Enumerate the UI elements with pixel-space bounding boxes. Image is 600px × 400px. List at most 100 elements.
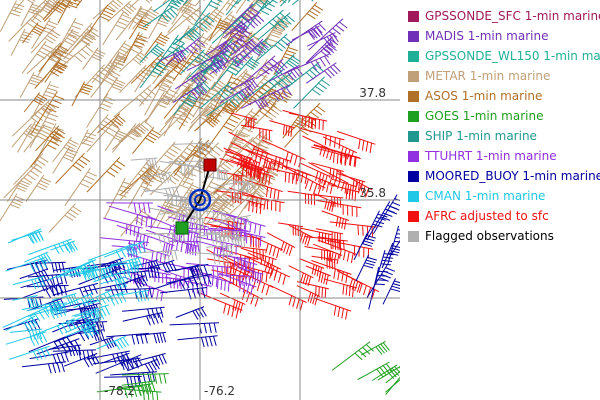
wind-barb — [189, 182, 230, 213]
wind-barb — [188, 208, 230, 224]
wind-barb — [96, 335, 130, 350]
wind-barb — [122, 306, 165, 319]
wind-barb — [311, 162, 344, 181]
wind-barb — [86, 261, 117, 274]
legend-item: AFRC adjusted to sfc — [408, 206, 598, 226]
wind-barb — [193, 230, 230, 244]
lon-label: -78.2 — [104, 384, 135, 398]
wind-barb — [128, 5, 150, 30]
legend-item: TTUHRT 1-min marine — [408, 146, 598, 166]
wind-barb — [230, 142, 275, 172]
wind-barb — [143, 5, 178, 28]
wind-barb — [109, 261, 140, 274]
wind-barb — [288, 265, 314, 287]
wind-barb — [296, 169, 337, 194]
wind-barb — [166, 36, 206, 66]
wind-barb — [9, 345, 51, 361]
wind-barb — [168, 160, 218, 172]
legend-item: MADIS 1-min marine — [408, 26, 598, 46]
wind-barb — [102, 11, 132, 46]
wind-barb — [119, 50, 149, 73]
wind-barb — [57, 0, 81, 24]
wind-barb — [49, 344, 82, 357]
legend-label: SHIP 1-min marine — [425, 129, 537, 143]
wind-barb — [194, 0, 223, 26]
wind-barb — [139, 171, 173, 185]
wind-barb — [31, 261, 66, 273]
legend-swatch — [408, 90, 419, 102]
wind-barb — [8, 9, 45, 42]
wind-barb — [269, 284, 307, 311]
wind-barb — [234, 56, 260, 76]
wind-barb — [241, 165, 274, 186]
wind-barb — [104, 375, 142, 387]
wind-barb — [245, 179, 283, 201]
wind-barb — [377, 365, 400, 381]
site-marker — [175, 221, 189, 235]
wind-barb — [313, 243, 342, 265]
wind-barb — [206, 245, 234, 257]
wind-barb — [5, 331, 48, 346]
wind-barb — [223, 115, 259, 157]
wind-barb — [205, 214, 251, 229]
wind-barb — [22, 22, 46, 44]
wind-barb — [172, 26, 202, 46]
wind-barb — [5, 256, 47, 272]
legend: GPSSONDE_SFC 1-min marine MADIS 1-min mar… — [408, 6, 600, 246]
legend-label: MADIS 1-min marine — [425, 29, 549, 43]
wind-barb — [123, 31, 148, 64]
wind-barb — [247, 0, 269, 18]
wind-barb — [299, 162, 331, 186]
legend-label: Flagged observations — [425, 229, 554, 243]
wind-barb — [287, 190, 318, 206]
wind-barb — [35, 125, 66, 152]
wind-barb — [36, 338, 81, 355]
wind-barb — [92, 357, 141, 371]
wind-barb — [86, 156, 126, 193]
wind-barb — [205, 40, 233, 56]
wind-barb — [355, 254, 378, 282]
wind-barb — [200, 293, 243, 319]
wind-barb — [218, 226, 266, 247]
wind-barb — [179, 32, 211, 69]
wind-barb — [190, 93, 225, 124]
wind-barb — [52, 282, 98, 298]
wind-barb — [30, 27, 61, 54]
site-marker — [194, 194, 206, 206]
wind-barb — [105, 40, 133, 69]
wind-barb — [130, 157, 158, 169]
wind-barb — [219, 84, 255, 104]
wind-barb — [313, 144, 361, 168]
wind-barb — [106, 202, 153, 213]
wind-barb — [147, 215, 187, 241]
wind-barb — [199, 81, 236, 110]
site-marker — [188, 188, 212, 212]
wind-barb — [157, 261, 203, 280]
wind-barb — [284, 117, 317, 148]
wind-barb — [313, 144, 360, 167]
wind-barb — [224, 254, 258, 274]
legend-item: SHIP 1-min marine — [408, 126, 598, 146]
wind-barb — [305, 36, 339, 64]
wind-barb — [229, 173, 272, 208]
wind-barb — [145, 91, 172, 123]
wind-barb — [173, 138, 209, 177]
wind-barb — [119, 64, 153, 94]
wind-barb — [218, 276, 263, 307]
wind-barb — [234, 0, 275, 22]
wind-barb — [26, 302, 67, 316]
wind-barb — [107, 0, 137, 23]
wind-barb — [222, 3, 259, 34]
wind-barb — [274, 54, 301, 75]
wind-barb — [304, 41, 337, 66]
wind-barb — [0, 193, 25, 222]
wind-barb — [167, 3, 199, 33]
wind-barb — [153, 231, 186, 243]
wind-barb — [353, 232, 376, 261]
legend-swatch — [408, 190, 419, 202]
wind-barb — [271, 160, 311, 184]
wind-barb — [234, 245, 267, 260]
legend-item: GPSSONDE_SFC 1-min marine — [408, 6, 600, 26]
wind-barb — [218, 171, 244, 186]
